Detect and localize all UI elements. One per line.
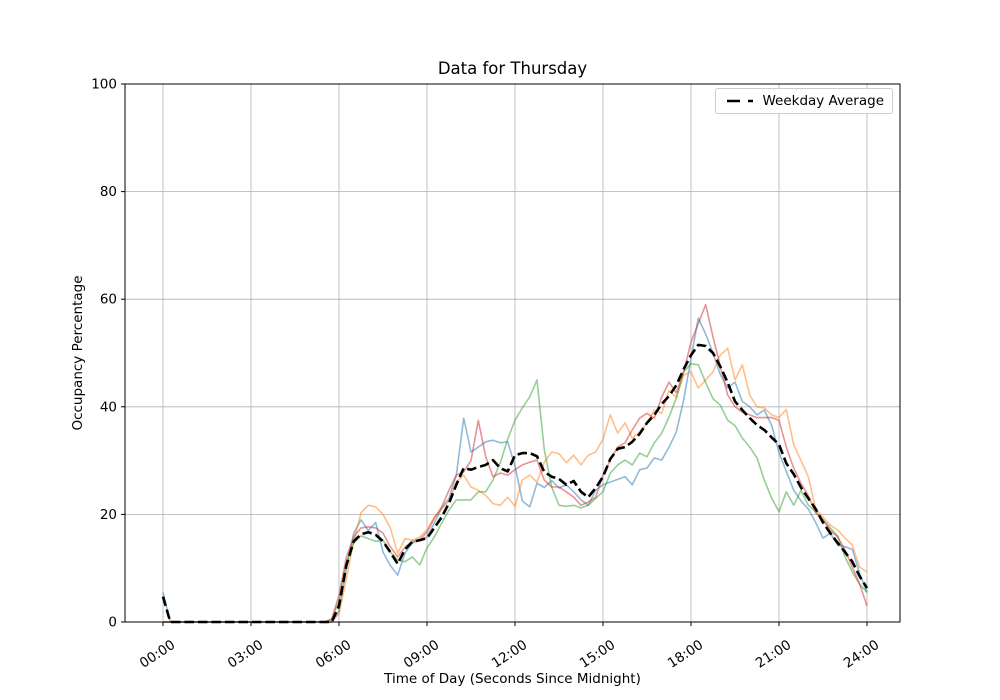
y-tick-label: 80 xyxy=(100,184,117,200)
y-tick-label: 40 xyxy=(100,399,117,415)
y-tick-label: 20 xyxy=(100,507,117,523)
x-tick-label: 06:00 xyxy=(313,637,354,672)
legend-box: Weekday Average xyxy=(715,88,893,114)
x-tick-label: 15:00 xyxy=(577,637,618,672)
dashed-line-icon xyxy=(727,99,754,103)
x-tick-label: 12:00 xyxy=(489,637,530,672)
axes-frame xyxy=(124,83,901,623)
chart-title: Data for Thursday xyxy=(437,59,588,78)
y-tick-label: 100 xyxy=(91,77,117,93)
legend-label: Weekday Average xyxy=(762,93,884,109)
x-tick-label: 00:00 xyxy=(137,637,178,672)
y-axis-label: Occupancy Percentage xyxy=(70,275,86,431)
x-tick-label: 03:00 xyxy=(225,637,266,672)
x-tick-label: 18:00 xyxy=(665,637,706,672)
x-tick-label: 09:00 xyxy=(401,637,442,672)
x-axis-label: Time of Day (Seconds Since Midnight) xyxy=(384,671,641,687)
x-tick-label: 24:00 xyxy=(841,637,882,672)
y-tick-label: 60 xyxy=(100,292,117,308)
x-tick-label: 21:00 xyxy=(753,637,794,672)
y-tick-label: 0 xyxy=(108,615,117,631)
